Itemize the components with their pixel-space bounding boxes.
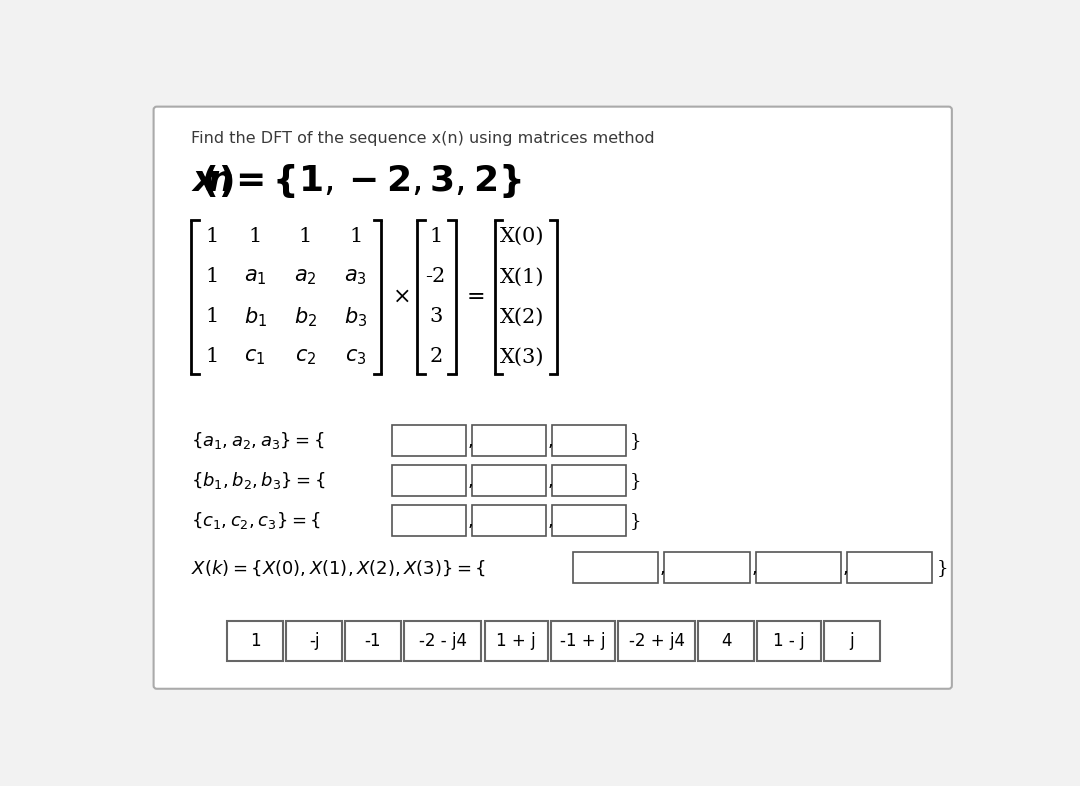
Text: 4: 4 [721,632,731,650]
Text: ,: , [751,559,757,577]
Text: 1 + j: 1 + j [497,632,536,650]
Bar [485,621,548,661]
Text: $a_1$: $a_1$ [244,267,267,287]
Text: -2 + j4: -2 + j4 [629,632,685,650]
Text: ,: , [468,472,473,490]
Bar [699,621,754,661]
Text: 1: 1 [299,227,312,246]
Text: $c_3$: $c_3$ [346,347,366,367]
Text: 1: 1 [206,227,219,246]
Bar [472,465,545,496]
Bar [552,425,625,456]
Text: $c_1$: $c_1$ [244,347,266,367]
Text: ,: , [660,559,665,577]
Text: -2: -2 [426,267,446,286]
Text: $\{c_1, c_2, c_3\} = \{$: $\{c_1, c_2, c_3\} = \{$ [191,510,321,531]
Bar [227,621,283,661]
Text: $X(k) = \{X(0), X(1), X(2), X(3)\} = \{$: $X(k) = \{X(0), X(1), X(2), X(3)\} = \{$ [191,558,486,578]
Bar [552,465,625,496]
Text: X(1): X(1) [500,267,544,286]
Text: }: } [936,559,948,577]
Text: j: j [850,632,854,650]
Bar [824,621,880,661]
Text: 1: 1 [349,227,363,246]
Bar [392,505,465,536]
Text: 1: 1 [248,227,261,246]
Text: $b_1$: $b_1$ [244,305,267,329]
Text: X(0): X(0) [500,227,544,246]
Text: Find the DFT of the sequence x(n) using matrices method: Find the DFT of the sequence x(n) using … [191,131,654,146]
Bar [345,621,401,661]
Text: $\boldsymbol{n}$: $\boldsymbol{n}$ [207,163,232,197]
Text: -1 + j: -1 + j [561,632,606,650]
Text: -2 - j4: -2 - j4 [419,632,467,650]
Text: ,: , [842,559,848,577]
Text: $\boldsymbol{(}$: $\boldsymbol{(}$ [201,163,216,199]
Bar [472,425,545,456]
Text: $b_2$: $b_2$ [294,305,318,329]
Bar [757,621,821,661]
Text: 1: 1 [206,347,219,366]
Text: ×: × [393,286,411,308]
Text: $\{a_1, a_2, a_3\} = \{$: $\{a_1, a_2, a_3\} = \{$ [191,430,324,451]
Bar [551,621,615,661]
Bar [392,465,465,496]
Text: $\boldsymbol{= \{1,-2,3,2\}}$: $\boldsymbol{= \{1,-2,3,2\}}$ [228,162,522,200]
Text: $a_2$: $a_2$ [294,267,316,287]
Bar [472,505,545,536]
Text: }: } [630,432,640,450]
Text: $c_2$: $c_2$ [295,347,316,367]
Text: 3: 3 [429,307,443,326]
Text: 1 - j: 1 - j [773,632,805,650]
Text: X(2): X(2) [500,307,544,326]
Text: 1: 1 [206,267,219,286]
Bar [552,505,625,536]
Bar [847,553,932,583]
Bar [572,553,658,583]
FancyBboxPatch shape [153,107,951,689]
Bar [404,621,482,661]
Text: }: } [630,472,640,490]
Bar [618,621,696,661]
Text: $\{b_1, b_2, b_3\} = \{$: $\{b_1, b_2, b_3\} = \{$ [191,470,325,491]
Text: 1: 1 [249,632,260,650]
Text: $b_3$: $b_3$ [345,305,367,329]
Text: $\boldsymbol{)}$: $\boldsymbol{)}$ [218,163,233,199]
Bar [664,553,750,583]
Text: ,: , [468,512,473,530]
Text: $a_3$: $a_3$ [345,267,367,287]
Text: -1: -1 [365,632,381,650]
Text: $\boldsymbol{x}$: $\boldsymbol{x}$ [191,163,218,197]
Text: 1: 1 [429,227,443,246]
Text: =: = [467,286,485,308]
Text: ,: , [548,472,553,490]
Text: }: } [630,512,640,530]
Bar [286,621,342,661]
Text: ,: , [548,432,553,450]
Text: 1: 1 [206,307,219,326]
Text: ,: , [548,512,553,530]
Text: 2: 2 [429,347,443,366]
Text: X(3): X(3) [500,347,544,366]
Text: ,: , [468,432,473,450]
Bar [392,425,465,456]
Text: -j: -j [309,632,320,650]
Bar [756,553,841,583]
